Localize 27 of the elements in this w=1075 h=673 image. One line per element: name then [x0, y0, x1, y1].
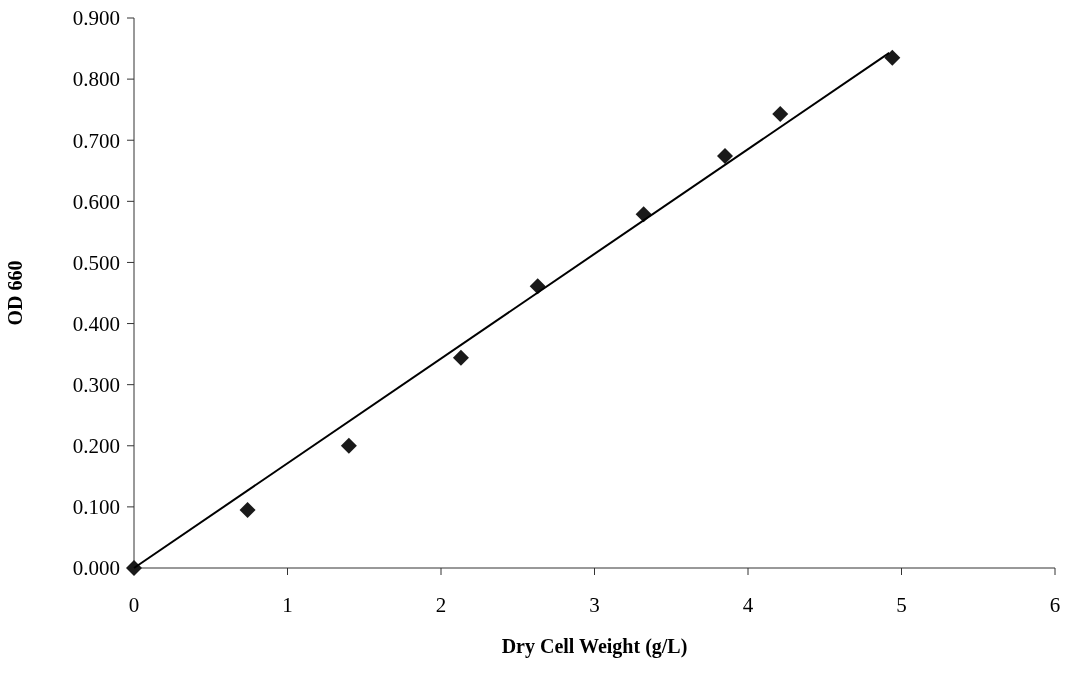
y-tick-label: 0.800: [72, 67, 120, 92]
x-tick-label: 0: [128, 593, 140, 617]
point: [884, 49, 901, 66]
x-tick-label: 4: [742, 593, 754, 617]
x-axis-title: Dry Cell Weight (g/L): [501, 635, 688, 658]
y-tick-label: 0.700: [72, 128, 120, 153]
y-tick-label: 0.100: [72, 495, 120, 520]
point: [126, 560, 142, 576]
y-tick-label: 0.200: [72, 434, 120, 459]
point: [239, 501, 256, 518]
y-tick-label: 0.600: [72, 189, 120, 214]
point: [452, 349, 469, 366]
point: [340, 437, 357, 454]
x-tick-label: 6: [1049, 593, 1061, 617]
y-tick-label: 0.900: [72, 6, 120, 31]
y-tick-label: 0.300: [72, 373, 120, 398]
x-tick-label: 1: [282, 593, 293, 617]
x-tick-label: 5: [896, 593, 907, 617]
x-tick-label: 2: [435, 593, 447, 617]
x-tick-label: 3: [589, 593, 600, 617]
y-tick-label: 0.000: [72, 556, 120, 581]
point: [529, 278, 546, 295]
point: [772, 105, 789, 122]
y-tick-label: 0.400: [72, 311, 120, 336]
y-axis-title: OD 660: [4, 260, 26, 326]
y-tick-label: 0.500: [72, 250, 120, 275]
point: [716, 148, 733, 165]
